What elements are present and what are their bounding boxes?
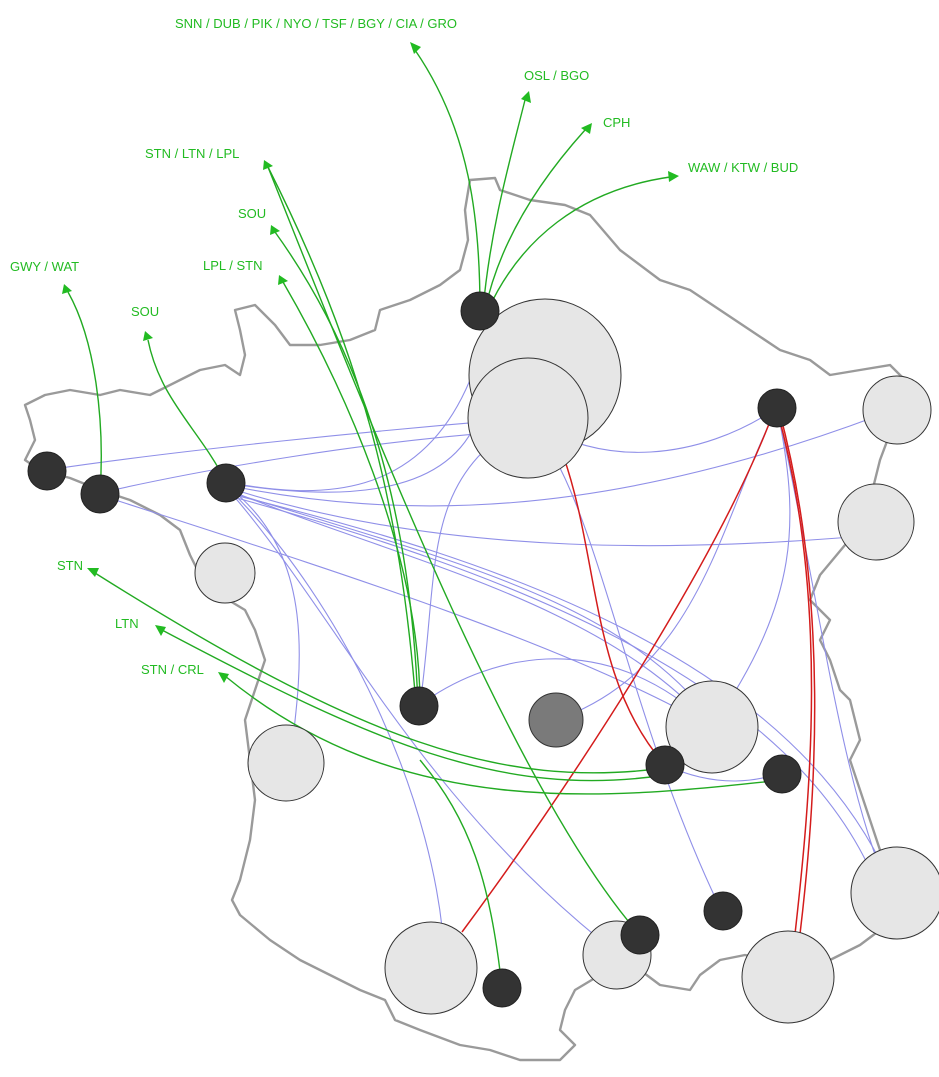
route-line	[147, 339, 227, 483]
airport-marker-small	[80, 474, 120, 514]
arrowhead	[581, 123, 592, 134]
airport-marker-small	[645, 745, 685, 785]
route-line	[231, 489, 300, 764]
arrowhead	[218, 672, 229, 683]
airport-marker-small	[620, 915, 660, 955]
airport-marker	[384, 921, 478, 1015]
destination-label: STN / CRL	[141, 662, 204, 677]
arrowhead	[62, 284, 72, 294]
airport-marker-small	[482, 968, 522, 1008]
destination-label: SOU	[131, 304, 159, 319]
route-line	[225, 486, 877, 547]
airport-marker	[194, 542, 256, 604]
route-line	[99, 429, 529, 494]
route-line	[487, 176, 671, 311]
route-line	[776, 409, 813, 935]
destination-label: STN	[57, 558, 83, 573]
arrowhead	[87, 568, 99, 577]
route-line	[527, 417, 723, 913]
route-line	[562, 454, 666, 766]
route-line	[776, 407, 891, 894]
route-line	[225, 494, 881, 894]
destination-label: STN / LTN / LPL	[145, 146, 239, 161]
airport-marker-small	[206, 463, 246, 503]
route-line	[484, 129, 586, 311]
arrowhead	[410, 42, 421, 54]
airport-marker-small	[460, 291, 500, 331]
destination-label: CPH	[603, 115, 630, 130]
airport-marker-small	[757, 388, 797, 428]
route-line	[225, 379, 471, 492]
arrowhead	[263, 160, 273, 170]
airport-marker	[467, 357, 589, 479]
route-line	[67, 291, 102, 494]
destination-label: SOU	[238, 206, 266, 221]
airport-marker-small	[762, 754, 802, 794]
destination-labels: SNN / DUB / PIK / NYO / TSF / BGY / CIA …	[10, 16, 798, 677]
destination-label: SNN / DUB / PIK / NYO / TSF / BGY / CIA …	[175, 16, 457, 31]
destination-label: LTN	[115, 616, 139, 631]
destination-label: LPL / STN	[203, 258, 262, 273]
route-line	[225, 414, 881, 507]
route-line	[267, 166, 417, 706]
route-line	[482, 99, 526, 311]
airport-marker	[665, 680, 759, 774]
airport-marker	[741, 930, 835, 1024]
france-outline	[23, 176, 907, 1062]
route-line	[419, 658, 713, 728]
route-line	[778, 409, 816, 935]
route-line	[231, 493, 619, 955]
route-line	[414, 49, 481, 311]
route-line	[46, 417, 529, 471]
arrowhead	[278, 275, 288, 285]
large-airports	[194, 298, 939, 1024]
airport-marker	[837, 483, 915, 561]
arrowheads	[62, 42, 679, 683]
airport-marker-medium	[528, 692, 584, 748]
route-line	[225, 492, 896, 894]
destination-label: GWY / WAT	[10, 259, 79, 274]
route-line	[161, 629, 666, 782]
route-line	[461, 407, 776, 933]
route-line	[225, 490, 713, 721]
arrowhead	[155, 625, 166, 636]
route-line	[274, 231, 419, 706]
arrowhead	[270, 225, 280, 235]
route-line	[94, 572, 666, 774]
destination-label: WAW / KTW / BUD	[688, 160, 798, 175]
route-line	[225, 488, 713, 728]
small-airports	[27, 291, 802, 1008]
arrowhead	[521, 91, 531, 103]
arrowhead	[668, 171, 679, 182]
airport-marker-small	[399, 686, 439, 726]
international-routes	[67, 49, 783, 989]
route-line	[99, 494, 711, 727]
airport-marker	[247, 724, 325, 802]
route-line	[225, 424, 476, 493]
arrowhead	[143, 331, 153, 341]
airport-marker	[862, 375, 932, 445]
route-line	[267, 166, 641, 936]
highlight-routes	[461, 407, 816, 935]
destination-label: OSL / BGO	[524, 68, 589, 83]
route-line	[419, 759, 503, 989]
route-line	[231, 491, 446, 969]
airport-marker-small	[27, 451, 67, 491]
route-line	[711, 407, 791, 728]
route-line	[282, 281, 421, 706]
airport-marker	[850, 846, 939, 940]
airport-marker-small	[703, 891, 743, 931]
